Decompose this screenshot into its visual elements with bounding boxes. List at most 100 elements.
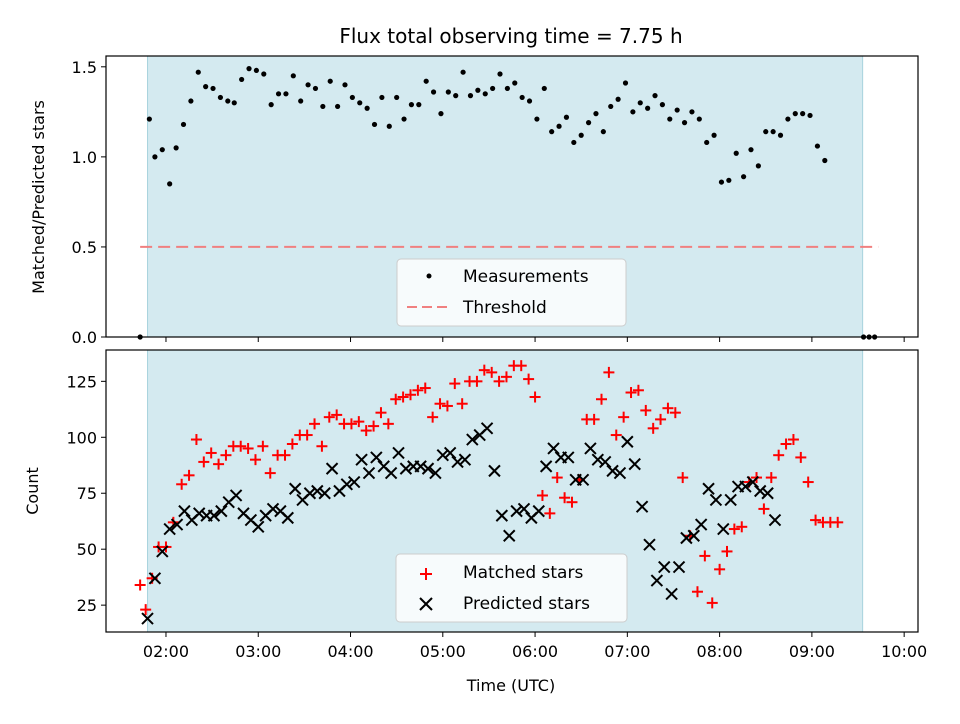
predicted-star-point [598, 455, 612, 469]
measurement-point [490, 85, 496, 92]
predicted-star-point [702, 482, 715, 495]
matched-star-point [486, 366, 498, 378]
x-tick-label: 05:00 [420, 642, 466, 661]
measurement-point [239, 76, 245, 83]
measurement-point [800, 111, 806, 117]
x-tick-label: 02:00 [143, 642, 189, 661]
predicted-star-point [207, 509, 221, 522]
measurement-point [460, 69, 466, 75]
bottom-y-axis: 25 50 75 100 125 [66, 372, 106, 615]
measurement-point [283, 91, 289, 97]
measurement-point [231, 100, 237, 106]
legend-predicted-label: Predicted stars [463, 594, 590, 614]
predicted-star-point [370, 451, 383, 464]
matched-star-point [588, 413, 600, 425]
chart-title: Flux total observing time = 7.75 h [339, 24, 682, 48]
measurement-point [637, 100, 643, 106]
measurement-point [342, 82, 348, 88]
matched-star-point [640, 404, 652, 416]
measurement-point [770, 129, 776, 135]
measurement-point [210, 85, 216, 92]
matched-star-point [360, 425, 372, 437]
matched-star-point [596, 393, 608, 405]
predicted-star-point [192, 507, 206, 520]
predicted-star-point [658, 560, 671, 574]
matched-star-point [610, 429, 622, 441]
predicted-star-point [724, 493, 737, 507]
matched-star-point [190, 434, 202, 446]
measurement-point [159, 147, 165, 153]
matched-star-point [441, 400, 453, 412]
predicted-star-point [392, 446, 405, 460]
predicted-star-point [495, 509, 509, 522]
matched-star-point [220, 449, 232, 461]
measurement-point [504, 85, 510, 92]
measurement-point [578, 132, 584, 138]
measurement-point [401, 116, 407, 122]
measurement-point [696, 116, 702, 122]
measurement-point [711, 132, 717, 138]
matched-star-point [662, 402, 674, 414]
top-y-axis: 0.0 0.5 1.0 1.5 [72, 58, 106, 347]
measurement-point [792, 111, 798, 117]
measurement-point [357, 100, 363, 106]
measurement-point [526, 98, 533, 104]
predicted-star-point [746, 475, 760, 489]
matched-star-point [331, 409, 343, 421]
measurement-point [475, 87, 481, 93]
matched-star-point [699, 550, 711, 562]
matched-star-point [810, 514, 822, 526]
matched-star-point [419, 382, 431, 394]
measurement-point [253, 67, 260, 74]
count-points [134, 360, 844, 625]
matched-star-point [478, 364, 490, 376]
measurement-point [173, 145, 179, 151]
measurement-point [622, 80, 629, 86]
bottom-y-tick-label: 75 [77, 484, 97, 503]
measurement-point [349, 94, 355, 101]
measurement-point [386, 123, 392, 129]
measurement-point [534, 116, 540, 122]
predicted-star-point [325, 462, 339, 475]
measurement-point [571, 139, 577, 146]
matched-star-point [286, 438, 298, 450]
measurement-point [785, 116, 791, 122]
measurement-point [593, 111, 599, 117]
top-y-tick-label: 1.5 [72, 58, 97, 77]
matched-star-point [183, 469, 195, 481]
matched-star-point [802, 476, 814, 488]
matched-star-point [375, 407, 387, 419]
predicted-star-point [348, 475, 361, 489]
matched-star-point [427, 411, 439, 423]
measurement-point [726, 177, 732, 183]
predicted-star-point [303, 487, 317, 500]
top-panel: 0.0 0.5 1.0 1.5 Matched/Predicted stars Mea… [29, 55, 919, 347]
matched-star-point [493, 375, 505, 387]
bottom-legend-box [395, 553, 628, 623]
measurement-point [600, 129, 606, 135]
matched-star-point [523, 373, 535, 385]
predicted-star-point [665, 587, 678, 601]
predicted-star-point [739, 480, 752, 493]
predicted-star-point [510, 504, 523, 518]
predicted-star-point [170, 518, 184, 531]
measurement-point [146, 116, 152, 122]
matched-star-point [323, 411, 335, 423]
measurement-point [482, 91, 488, 97]
predicted-star-point [621, 435, 634, 448]
matched-star-point [213, 458, 225, 470]
top-y-tick-label: 1.0 [72, 148, 97, 167]
predicted-star-point [451, 455, 464, 469]
measurement-point [763, 129, 769, 135]
predicted-star-point [576, 473, 590, 487]
measurement-point [667, 116, 673, 122]
top-y-axis-label: Matched/Predicted stars [29, 100, 48, 294]
predicted-star-point [178, 504, 191, 518]
matched-star-point [316, 440, 328, 452]
predicted-star-point [562, 451, 575, 464]
predicted-star-point [141, 612, 154, 625]
matched-star-point [736, 521, 748, 533]
bottom-y-tick-label: 100 [66, 428, 97, 447]
matched-star-point [353, 416, 365, 428]
legend-measurements-marker [426, 273, 432, 279]
